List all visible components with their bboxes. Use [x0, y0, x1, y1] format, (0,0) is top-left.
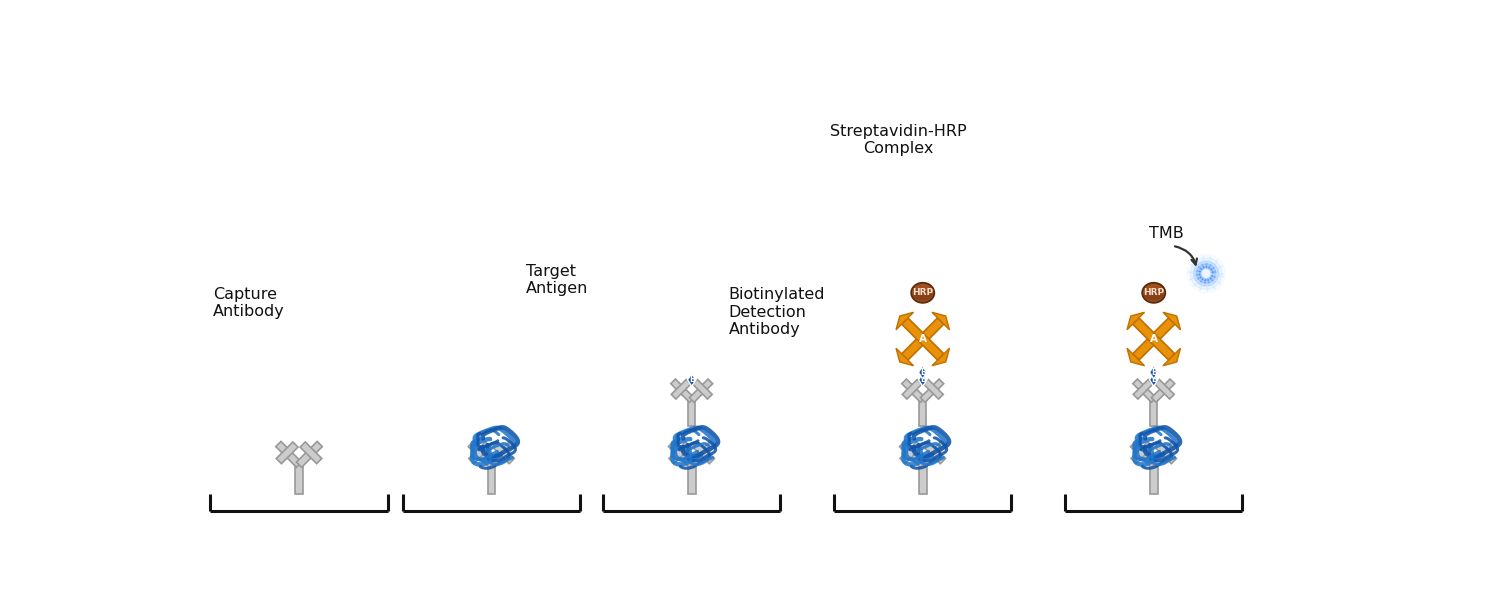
Text: B: B — [920, 368, 926, 377]
Ellipse shape — [914, 290, 933, 301]
Polygon shape — [924, 442, 945, 464]
Polygon shape — [918, 366, 927, 379]
Text: A: A — [918, 334, 927, 344]
Text: Capture
Antibody: Capture Antibody — [213, 287, 285, 319]
Polygon shape — [296, 464, 303, 494]
Text: Target
Antigen: Target Antigen — [526, 264, 588, 296]
Text: B: B — [688, 376, 694, 385]
Polygon shape — [1162, 348, 1180, 366]
Polygon shape — [1132, 379, 1156, 402]
Text: A: A — [1149, 334, 1158, 344]
Ellipse shape — [1144, 290, 1164, 301]
Polygon shape — [276, 442, 302, 467]
Text: B: B — [1150, 368, 1156, 377]
Polygon shape — [489, 442, 514, 467]
Polygon shape — [688, 442, 715, 467]
Polygon shape — [900, 442, 926, 467]
Polygon shape — [1152, 379, 1174, 402]
Polygon shape — [468, 442, 494, 467]
Polygon shape — [492, 442, 514, 464]
Polygon shape — [688, 400, 694, 427]
Polygon shape — [1162, 312, 1180, 330]
Polygon shape — [1134, 379, 1154, 399]
Polygon shape — [918, 373, 927, 386]
Circle shape — [1202, 269, 1210, 278]
Circle shape — [1198, 266, 1214, 280]
Text: HRP: HRP — [912, 288, 933, 297]
Polygon shape — [1155, 379, 1174, 399]
Circle shape — [1186, 254, 1225, 293]
Circle shape — [1203, 270, 1210, 277]
Polygon shape — [1131, 442, 1156, 467]
Polygon shape — [1126, 312, 1144, 330]
Polygon shape — [688, 464, 696, 494]
Polygon shape — [297, 442, 322, 467]
Polygon shape — [920, 442, 946, 467]
Polygon shape — [670, 379, 694, 402]
Polygon shape — [1132, 318, 1174, 360]
Ellipse shape — [910, 283, 934, 303]
Polygon shape — [896, 312, 914, 330]
Polygon shape — [1131, 442, 1152, 464]
Circle shape — [1190, 257, 1222, 289]
Polygon shape — [902, 379, 926, 402]
Polygon shape — [924, 379, 944, 399]
Text: TMB: TMB — [1149, 226, 1184, 241]
Text: B: B — [1150, 376, 1156, 385]
Polygon shape — [300, 442, 322, 464]
Polygon shape — [921, 379, 944, 402]
Polygon shape — [693, 442, 714, 464]
Polygon shape — [920, 464, 927, 494]
Polygon shape — [1149, 373, 1158, 386]
Polygon shape — [902, 318, 944, 360]
Circle shape — [1197, 264, 1216, 283]
Polygon shape — [896, 348, 914, 366]
Polygon shape — [1149, 366, 1158, 379]
Polygon shape — [669, 442, 694, 467]
Polygon shape — [1155, 442, 1176, 464]
Polygon shape — [276, 442, 298, 464]
Polygon shape — [1150, 442, 1178, 467]
Ellipse shape — [1142, 283, 1166, 303]
Text: HRP: HRP — [1143, 288, 1164, 297]
Polygon shape — [690, 379, 712, 402]
Polygon shape — [1126, 348, 1144, 366]
Polygon shape — [920, 400, 926, 427]
Polygon shape — [669, 442, 690, 464]
Polygon shape — [932, 348, 950, 366]
Polygon shape — [932, 312, 950, 330]
Polygon shape — [687, 373, 696, 386]
Polygon shape — [1150, 400, 1156, 427]
Polygon shape — [488, 464, 495, 494]
Polygon shape — [1150, 464, 1158, 494]
Text: Biotinylated
Detection
Antibody: Biotinylated Detection Antibody — [729, 287, 825, 337]
Polygon shape — [903, 379, 922, 399]
Text: B: B — [920, 376, 926, 385]
Text: Streptavidin-HRP
Complex: Streptavidin-HRP Complex — [830, 124, 966, 156]
Polygon shape — [693, 379, 712, 399]
Polygon shape — [470, 442, 490, 464]
Polygon shape — [1132, 318, 1174, 360]
Polygon shape — [902, 318, 944, 360]
Polygon shape — [672, 379, 692, 399]
Circle shape — [1203, 271, 1209, 277]
Polygon shape — [900, 442, 921, 464]
Circle shape — [1194, 261, 1218, 286]
